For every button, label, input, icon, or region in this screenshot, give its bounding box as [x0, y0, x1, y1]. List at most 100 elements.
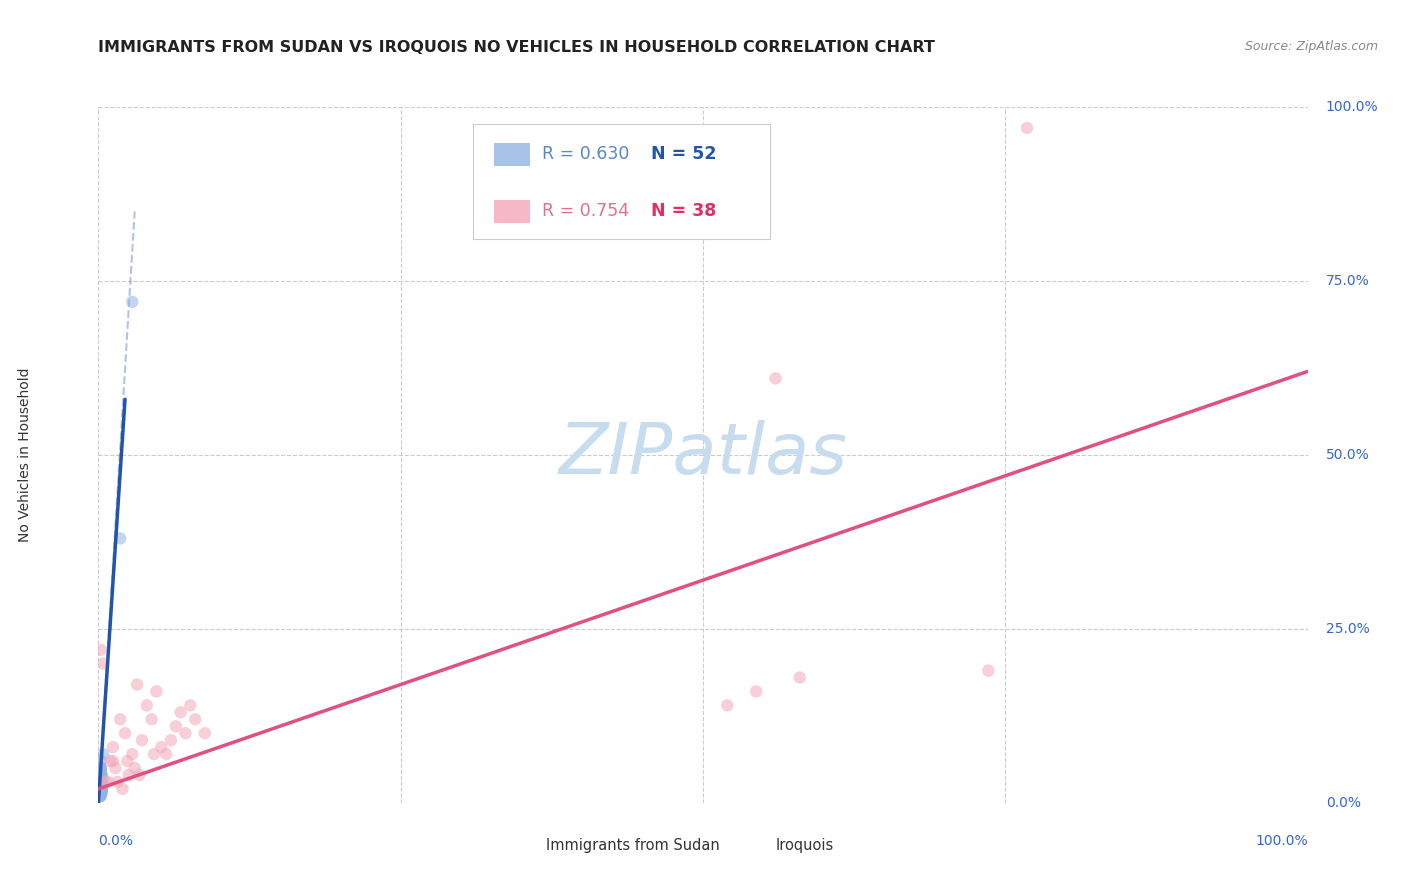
Point	[169, 706, 191, 720]
Text: 0.0%: 0.0%	[1326, 796, 1361, 810]
Point	[89, 768, 111, 782]
Point	[124, 761, 146, 775]
Point	[179, 698, 201, 713]
Point	[765, 371, 787, 385]
Point	[90, 768, 112, 782]
Point	[90, 789, 112, 803]
Point	[90, 785, 112, 799]
Point	[89, 778, 111, 792]
Text: IMMIGRANTS FROM SUDAN VS IROQUOIS NO VEHICLES IN HOUSEHOLD CORRELATION CHART: IMMIGRANTS FROM SUDAN VS IROQUOIS NO VEH…	[98, 40, 935, 55]
Point	[89, 778, 111, 792]
Point	[90, 761, 112, 775]
Point	[90, 775, 112, 789]
Point	[111, 781, 134, 796]
Point	[184, 712, 207, 726]
Point	[131, 733, 153, 747]
Point	[90, 642, 112, 657]
Point	[160, 733, 183, 747]
Point	[97, 775, 120, 789]
Point	[91, 778, 114, 792]
Point	[91, 657, 114, 671]
Point	[90, 754, 112, 768]
Point	[94, 775, 117, 789]
Point	[90, 775, 112, 789]
Text: 50.0%: 50.0%	[1326, 448, 1369, 462]
Point	[89, 789, 111, 803]
Point	[135, 698, 157, 713]
Point	[91, 778, 114, 792]
Point	[108, 712, 131, 726]
Point	[89, 768, 111, 782]
Point	[104, 761, 127, 775]
Point	[114, 726, 136, 740]
Point	[141, 712, 163, 726]
Point	[90, 789, 112, 803]
Point	[91, 781, 114, 796]
Point	[90, 778, 112, 792]
Point	[89, 785, 111, 799]
Point	[89, 775, 111, 789]
Point	[89, 785, 111, 799]
Text: N = 38: N = 38	[651, 202, 717, 219]
Point	[107, 775, 129, 789]
Point	[90, 785, 112, 799]
Point	[143, 747, 166, 761]
Point	[117, 754, 139, 768]
Point	[89, 785, 111, 799]
Text: No Vehicles in Household: No Vehicles in Household	[18, 368, 32, 542]
Point	[89, 789, 111, 803]
Point	[90, 785, 112, 799]
Point	[108, 532, 131, 546]
Point	[89, 785, 111, 799]
Bar	[494, 200, 530, 223]
Text: N = 52: N = 52	[651, 145, 717, 162]
Point	[90, 768, 112, 782]
Text: R = 0.754: R = 0.754	[543, 202, 630, 219]
Point	[90, 775, 112, 789]
Point	[716, 698, 738, 713]
Text: 75.0%: 75.0%	[1326, 274, 1369, 288]
Bar	[742, 834, 770, 856]
Text: 25.0%: 25.0%	[1326, 622, 1369, 636]
Text: 100.0%: 100.0%	[1256, 834, 1308, 848]
Bar	[512, 834, 541, 856]
FancyBboxPatch shape	[474, 124, 769, 239]
Point	[789, 671, 811, 685]
Point	[89, 772, 111, 786]
Text: R = 0.630: R = 0.630	[543, 145, 630, 162]
Point	[101, 740, 124, 755]
Point	[91, 747, 114, 761]
Point	[90, 781, 112, 796]
Point	[89, 789, 111, 803]
Point	[155, 747, 177, 761]
Point	[1015, 120, 1038, 135]
Point	[91, 775, 114, 789]
Point	[89, 778, 111, 792]
Point	[91, 785, 114, 799]
Point	[90, 761, 112, 775]
Point	[145, 684, 167, 698]
Text: 100.0%: 100.0%	[1326, 100, 1378, 114]
Bar	[494, 143, 530, 166]
Point	[89, 781, 111, 796]
Text: Immigrants from Sudan: Immigrants from Sudan	[546, 838, 720, 853]
Point	[165, 719, 187, 733]
Point	[89, 789, 111, 803]
Point	[745, 684, 768, 698]
Text: Source: ZipAtlas.com: Source: ZipAtlas.com	[1244, 40, 1378, 54]
Point	[977, 664, 1000, 678]
Text: Iroquois: Iroquois	[776, 838, 834, 853]
Point	[90, 785, 112, 799]
Point	[90, 764, 112, 779]
Text: 0.0%: 0.0%	[98, 834, 134, 848]
Point	[89, 772, 111, 786]
Point	[91, 768, 114, 782]
Point	[89, 781, 111, 796]
Point	[128, 768, 150, 782]
Point	[100, 754, 122, 768]
Point	[174, 726, 197, 740]
Point	[91, 781, 114, 796]
Point	[91, 778, 114, 792]
Point	[90, 778, 112, 792]
Point	[90, 785, 112, 799]
